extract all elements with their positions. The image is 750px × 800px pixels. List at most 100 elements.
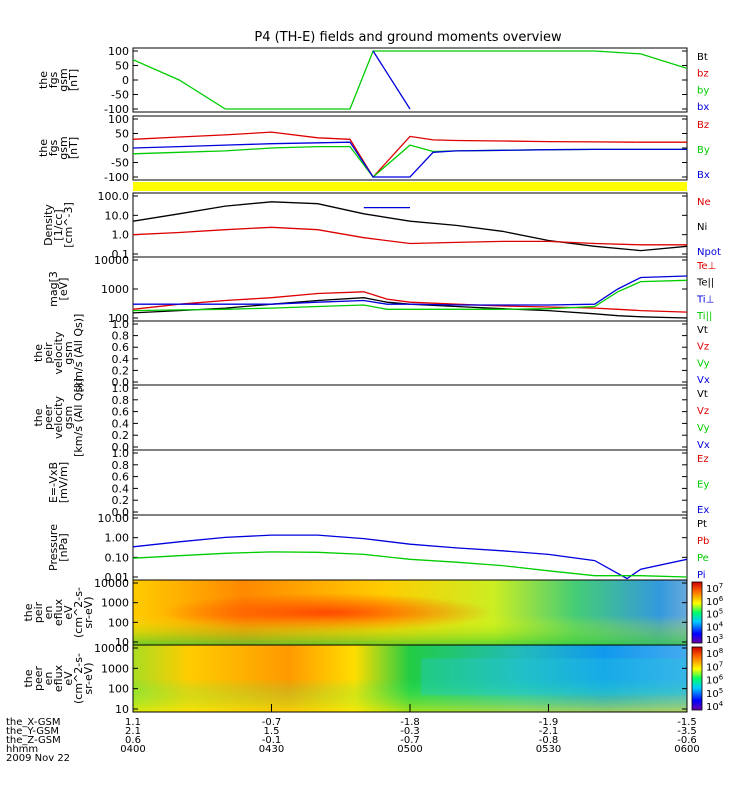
panel-frame (132, 384, 688, 451)
series-line (133, 291, 687, 313)
y-tick-label: 100 (108, 113, 129, 126)
series-line (133, 279, 687, 312)
y-axis-label: gsm (62, 341, 75, 364)
y-axis-label: eV (62, 605, 75, 620)
y-axis-label: en (42, 672, 55, 686)
quality-flag-bar (133, 182, 687, 191)
time-axis-value: -0.6 (677, 735, 697, 746)
y-axis-label: sr-eV) (82, 596, 95, 628)
y-axis-label: velocity (52, 331, 65, 374)
colorbar (691, 581, 703, 644)
y-axis-label: [km/s (All Qs)] (72, 314, 85, 393)
time-axis-value: 0400 (120, 744, 145, 755)
time-axis-value: -0.3 (400, 726, 420, 737)
y-axis-label: [mV/m] (57, 462, 70, 503)
colorbar-label: 106 (706, 674, 724, 687)
legend-entry: Npot (697, 247, 721, 258)
time-axis-row-label: the_Z-GSM (6, 735, 61, 746)
panel-3: 100.0 10.0 1.0 0.1 Density[1/cc][cm^-3] Ne Ni N… (42, 190, 721, 261)
series-line (133, 141, 687, 178)
y-axis-label: [nPa] (57, 533, 70, 561)
panel-5: 1.00.80.60.40.20.0thepeirvelocitygsm[km/… (32, 314, 710, 393)
time-axis-value: 2.1 (125, 726, 141, 737)
legend-entry: By (697, 145, 710, 156)
time-axis-value: 1.5 (264, 726, 280, 737)
y-tick-label: 10.0 (105, 209, 130, 222)
y-axis-label: [km/s (All Qs)] (72, 378, 85, 457)
colorbar (691, 646, 703, 711)
y-tick-label: 0.1 (112, 248, 130, 261)
y-tick-label: 0.4 (112, 482, 130, 495)
legend-entry: bz (697, 69, 709, 80)
y-axis-label: the (32, 344, 45, 362)
y-tick-label: 10 (115, 703, 129, 716)
y-tick-label: 0.0 (112, 441, 130, 454)
y-tick-label: 10.00 (98, 512, 130, 525)
y-tick-label: 1.0 (112, 382, 130, 395)
legend-entry: Vt (697, 325, 708, 336)
y-axis-label: the (32, 408, 45, 426)
y-axis-label: fgs (47, 139, 60, 156)
time-axis-value: -1.9 (539, 717, 559, 728)
legend-entry: Pe (697, 553, 709, 564)
y-axis-label: gsm (62, 406, 75, 429)
legend-entry: Ni (697, 222, 707, 233)
y-axis-label: eflux (52, 664, 65, 692)
colorbar-label: 106 (706, 595, 724, 608)
legend-entry: Ne (697, 197, 711, 208)
y-tick-label: -50 (111, 157, 129, 170)
legend-entry: bx (697, 102, 709, 113)
y-tick-label: 1.00 (105, 532, 130, 545)
y-tick-label: 0.4 (112, 417, 130, 430)
y-tick-label: 0.4 (112, 353, 130, 366)
y-tick-label: 0.6 (112, 341, 130, 354)
y-tick-label: 100 (108, 45, 129, 58)
time-axis-value: -1.8 (400, 717, 420, 728)
spectrogram-low-energy (133, 645, 687, 712)
panels: 100500-50-100thefgsgsm[nT]Btbzbybx100500… (22, 45, 724, 716)
panel-4: 10000 1000 100 mag[3[eV] Te⊥ Te|| Ti⊥ Ti|| (47, 254, 716, 325)
legend-entry: Ex (697, 505, 709, 516)
series-line (372, 50, 411, 110)
series-line (133, 201, 687, 252)
legend-entry: Pi (697, 570, 706, 581)
y-tick-label: 10000 (94, 254, 129, 267)
time-axis-value: -2.1 (539, 726, 559, 737)
legend-entry: Vy (697, 423, 710, 434)
y-tick-label: 50 (115, 128, 129, 141)
time-axis-value: 0.6 (125, 735, 141, 746)
series-line (133, 50, 687, 110)
y-axis-label: velocity (52, 396, 65, 439)
legend-entry: Te|| (696, 278, 714, 289)
panel-8: 10.00 1.00 0.10 0.01 Pressure[nPa] Pt Pb Pe Pi (47, 512, 709, 584)
colorbar-label: 103 (706, 633, 723, 646)
y-axis-label: peir (42, 342, 55, 364)
legend-entry: Vx (697, 440, 710, 451)
time-axis-value: 1.1 (125, 717, 141, 728)
series-line (133, 275, 687, 306)
time-axis-value: 0500 (397, 744, 422, 755)
time-axis-row-label: the_Y-GSM (6, 726, 59, 737)
y-tick-label: 0.2 (112, 494, 130, 507)
y-axis-label: (cm^2-s- (72, 587, 85, 638)
colorbar-label: 104 (706, 700, 724, 713)
colorbar-label: 107 (706, 582, 723, 595)
y-tick-label: 10000 (94, 642, 129, 655)
panel-frame (132, 47, 688, 113)
panel-7: 1.00.80.60.40.20.0 E=-VxB[mV/m] Ez Ey Ex (47, 447, 709, 519)
y-axis-label: the (22, 603, 35, 621)
panel-frame (132, 514, 688, 581)
panel-frame (132, 449, 688, 516)
time-axis-value: -1.5 (677, 717, 697, 728)
time-axis-value: -0.7 (262, 717, 282, 728)
y-tick-label: 10000 (94, 577, 129, 590)
y-tick-label: 10 (115, 636, 129, 649)
y-axis-label: [eV] (57, 278, 70, 301)
time-axis-value: -0.8 (539, 735, 559, 746)
colorbar-label: 107 (706, 660, 723, 673)
y-axis-label: gsm (57, 68, 70, 91)
y-axis-label: the (22, 669, 35, 687)
